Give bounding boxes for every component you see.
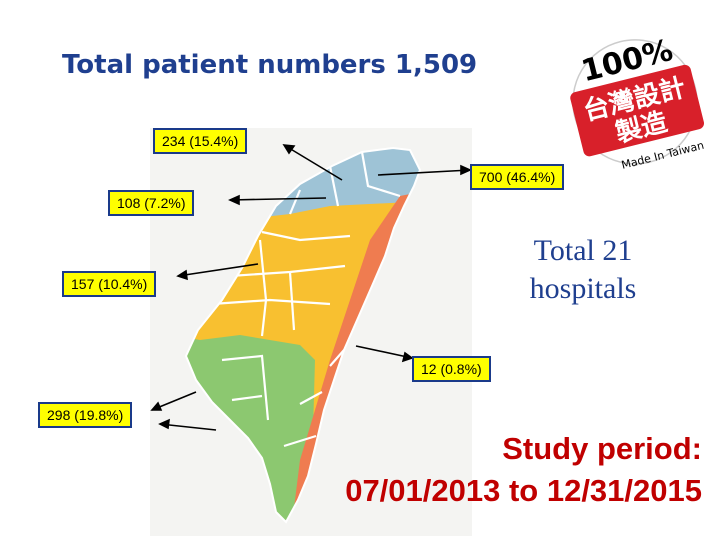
callout-northwest: 108 (7.2%)	[108, 190, 195, 216]
arrow-north	[283, 144, 343, 181]
badge-red-block	[570, 64, 705, 157]
arrow-northwest	[229, 197, 327, 201]
arrowhead-south-1	[150, 401, 163, 411]
arrow-east	[355, 345, 413, 359]
total-hospitals-line2: hospitals	[529, 272, 637, 305]
arrowhead-north	[282, 144, 296, 155]
arrow-central	[177, 263, 259, 277]
arrowhead-south-2	[158, 418, 170, 430]
callout-north: 234 (15.4%)	[153, 128, 248, 154]
study-period: Study period: 07/01/2013 to 12/31/2015	[345, 428, 702, 512]
study-period-label: Study period:	[502, 431, 702, 466]
arrowhead-northwest	[228, 194, 240, 206]
total-hospitals: Total 21 hospitals	[508, 232, 658, 308]
callout-northeast: 700 (46.4%)	[470, 164, 565, 190]
arrowhead-central	[176, 269, 188, 281]
total-hospitals-line1: Total 21	[533, 234, 633, 267]
page-title: Total patient numbers 1,509	[62, 50, 478, 80]
callout-central: 157 (10.4%)	[62, 271, 157, 297]
callout-south: 298 (19.8%)	[38, 402, 133, 428]
made-in-taiwan-badge: 100% 台灣設計 製造 Made In Taiwan	[570, 33, 705, 172]
callout-east: 12 (0.8%)	[412, 356, 491, 382]
callout-arrows	[150, 144, 472, 431]
arrowhead-northeast	[460, 164, 472, 176]
arrowhead-east	[401, 351, 414, 363]
arrow-northeast	[377, 169, 471, 176]
island-outline	[184, 146, 422, 524]
study-period-dates: 07/01/2013 to 12/31/2015	[345, 473, 702, 508]
arrow-south-2	[159, 423, 217, 431]
